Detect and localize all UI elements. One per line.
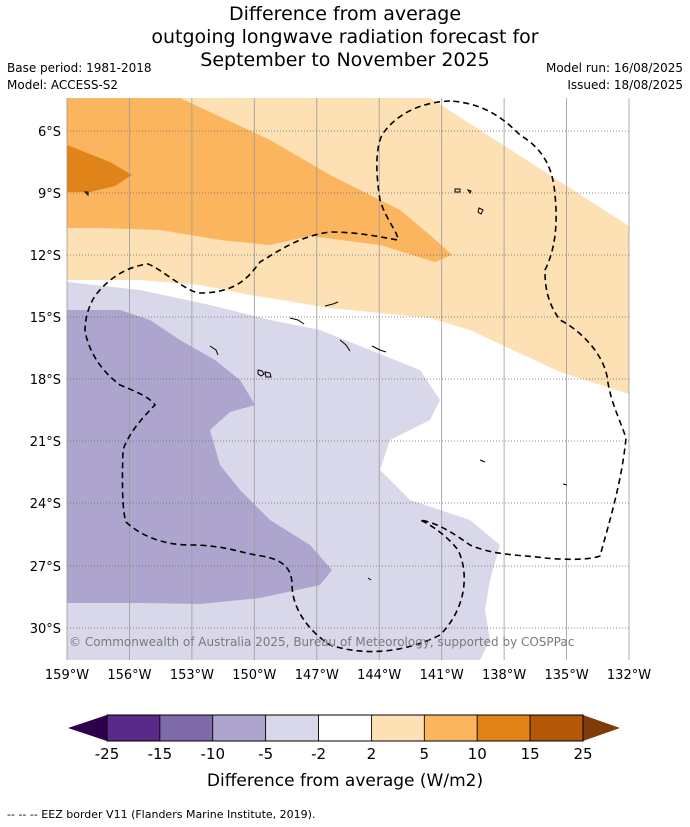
longitude-label: 147°W — [295, 668, 339, 683]
colorbar-tick-label: 25 — [573, 745, 592, 763]
colorbar-tick-label: -10 — [201, 745, 226, 763]
longitude-label: 156°W — [107, 668, 151, 683]
colorbar-segment — [266, 715, 319, 741]
latitude-label: 6°S — [38, 125, 61, 140]
colorbar-under-arrow — [68, 715, 107, 741]
longitude-label: 138°W — [482, 668, 526, 683]
colorbar-over-arrow — [583, 715, 620, 741]
longitude-label: 150°W — [232, 668, 276, 683]
colorbar — [68, 715, 620, 741]
colorbar-segment — [477, 715, 530, 741]
longitude-label: 135°W — [545, 668, 589, 683]
latitude-label: 24°S — [30, 497, 61, 512]
latitude-label: 27°S — [30, 560, 61, 575]
latitude-label: 12°S — [30, 249, 61, 264]
colorbar-tick-label: -5 — [258, 745, 273, 763]
colorbar-segment — [424, 715, 477, 741]
copyright-notice: © Commonwealth of Australia 2025, Bureau… — [69, 635, 574, 649]
colorbar-segment — [319, 715, 372, 741]
colorbar-tick-label: 2 — [367, 745, 377, 763]
latitude-label: 30°S — [30, 622, 61, 637]
longitude-label: 132°W — [607, 668, 651, 683]
latitude-label: 18°S — [30, 373, 61, 388]
colorbar-tick-label: 15 — [521, 745, 540, 763]
eez-legend-footer: -- -- -- EEZ border V11 (Flanders Marine… — [7, 808, 315, 821]
colorbar-segment — [160, 715, 213, 741]
colorbar-segment — [530, 715, 583, 741]
colorbar-tick-label: -25 — [95, 745, 120, 763]
colorbar-tick-label: -15 — [148, 745, 173, 763]
latitude-label: 15°S — [30, 311, 61, 326]
latitude-label: 9°S — [38, 187, 61, 202]
colorbar-segment — [107, 715, 160, 741]
longitude-label: 144°W — [357, 668, 401, 683]
colorbar-tick-label: 5 — [420, 745, 430, 763]
colorbar-label: Difference from average (W/m2) — [0, 771, 690, 791]
longitude-label: 141°W — [420, 668, 464, 683]
longitude-label: 159°W — [45, 668, 89, 683]
longitude-label: 153°W — [170, 668, 214, 683]
colorbar-tick-label: 10 — [468, 745, 487, 763]
colorbar-segment — [371, 715, 424, 741]
map-figure: 159°W 156°W 153°W 150°W 147°W 144°W 141°W 138°W… — [0, 0, 690, 827]
colorbar-segment — [213, 715, 266, 741]
latitude-label: 21°S — [30, 435, 61, 450]
colorbar-tick-label: -2 — [311, 745, 326, 763]
